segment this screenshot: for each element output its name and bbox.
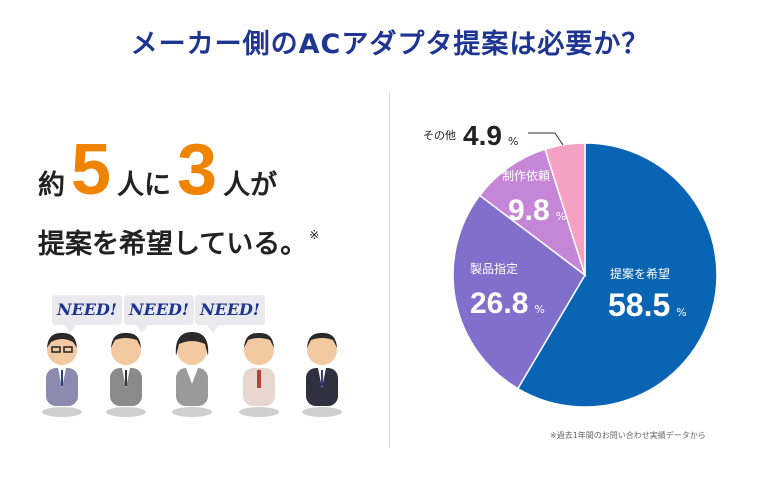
person-icon-2 — [106, 332, 146, 417]
slice-value-2: 26.8 — [470, 287, 528, 320]
headline-line1: 約 5 人に 3 人が — [38, 134, 277, 214]
slice-value-1: 58.5 — [608, 287, 670, 323]
divider — [389, 92, 390, 448]
leader-line — [528, 132, 564, 146]
headline-note-mark: ※ — [309, 228, 320, 242]
slice-label-4: その他 — [423, 129, 456, 142]
need-bubble-1: NEED! — [52, 295, 122, 333]
person-icon-5 — [302, 332, 342, 417]
need-bubble-3: NEED! — [195, 295, 265, 333]
slice-unit-4: % — [508, 135, 518, 148]
headline-number2: 3 — [177, 130, 218, 210]
need-bubble-2: NEED! — [124, 295, 194, 333]
slice-unit-3: % — [556, 210, 566, 223]
slice-label-2: 製品指定 — [470, 261, 518, 276]
slice-label-3: 制作依頼 — [502, 168, 550, 183]
person-icon-1 — [42, 332, 82, 417]
headline-part2: 人に — [117, 170, 172, 201]
headline-part1: 約 — [38, 170, 65, 201]
pie-slice-1 — [516, 142, 718, 408]
slice-value-4: 4.9 — [463, 120, 502, 151]
slice-unit-2: % — [534, 303, 544, 316]
pie-slice-3 — [478, 148, 587, 278]
footnote: ※過去1年間のお問い合わせ実績データから — [550, 431, 706, 440]
pie-slice-2 — [452, 194, 586, 390]
headline-number1: 5 — [71, 130, 112, 210]
pie-slice-4 — [544, 142, 586, 276]
slice-unit-1: % — [676, 306, 686, 319]
person-icon-3 — [172, 332, 212, 417]
page-title: メーカー側のACアダプタ提案は必要か？ — [130, 29, 650, 60]
slice-value-3: 9.8 — [508, 194, 550, 227]
person-icon-4 — [239, 332, 279, 417]
headline-line2: 提案を希望している。 ※ — [38, 222, 319, 261]
headline-line2-text: 提案を希望している。 — [38, 229, 308, 260]
headline-part3: 人が — [223, 170, 278, 201]
slice-label-1: 提案を希望 — [610, 266, 670, 281]
